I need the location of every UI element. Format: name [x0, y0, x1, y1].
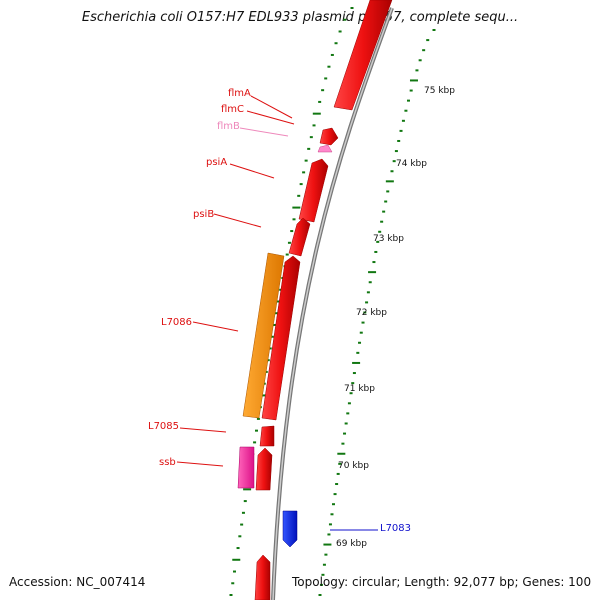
gene-label[interactable]: flmB	[217, 121, 240, 132]
gene-L7086-orange[interactable]	[242, 252, 285, 419]
scale-label: 70 kbp	[338, 461, 369, 471]
gene-label[interactable]: ssb	[159, 457, 176, 468]
gene-ssb-pink[interactable]	[237, 446, 255, 489]
topology-summary: Topology: circular; Length: 92,077 bp; G…	[292, 575, 592, 589]
gene-labels: flmA flmC flmB psiA psiB L7086 L7085 ssb…	[148, 88, 411, 534]
gene-track-reverse	[237, 252, 285, 489]
scale-labels: 75 kbp 74 kbp 73 kbp 72 kbp 71 kbp 70 kb…	[336, 86, 455, 549]
gene-arrow-ssb[interactable]	[255, 447, 273, 491]
scale-label: 72 kbp	[356, 308, 387, 318]
gene-label[interactable]: psiB	[193, 209, 214, 220]
gene-arrow-top[interactable]	[333, 0, 393, 111]
gene-label[interactable]: flmC	[221, 104, 244, 115]
scale-label: 74 kbp	[396, 159, 427, 169]
map-title: Escherichia coli O157:H7 EDL933 plasmid …	[81, 10, 519, 25]
gene-arrow-L7086[interactable]	[261, 255, 301, 421]
gene-arrow-flmA[interactable]	[319, 127, 339, 146]
label-leaders	[176, 95, 378, 531]
gene-label[interactable]: L7085	[148, 421, 179, 432]
scale-label: 71 kbp	[344, 384, 375, 394]
gene-arrow-psiA[interactable]	[298, 158, 329, 223]
gene-label[interactable]: psiA	[206, 157, 227, 168]
plasmid-backbone-highlight	[272, 7, 393, 600]
gene-arrow-psiB[interactable]	[288, 217, 311, 257]
gene-track-forward	[254, 0, 393, 600]
gene-label[interactable]: flmA	[228, 88, 251, 99]
inner-tick-ring	[318, 29, 436, 596]
accession-label: Accession: NC_007414	[9, 575, 146, 589]
gene-arrow-bottom[interactable]	[254, 554, 271, 600]
gene-arrow-flmB[interactable]	[317, 144, 333, 153]
scale-label: 73 kbp	[373, 234, 404, 244]
gene-label[interactable]: L7083	[380, 523, 411, 534]
gene-arrow-L7083[interactable]	[282, 510, 298, 548]
gene-arrow-L7085[interactable]	[259, 425, 275, 447]
gene-label[interactable]: L7086	[161, 317, 192, 328]
scale-label: 75 kbp	[424, 86, 455, 96]
scale-label: 69 kbp	[336, 539, 367, 549]
